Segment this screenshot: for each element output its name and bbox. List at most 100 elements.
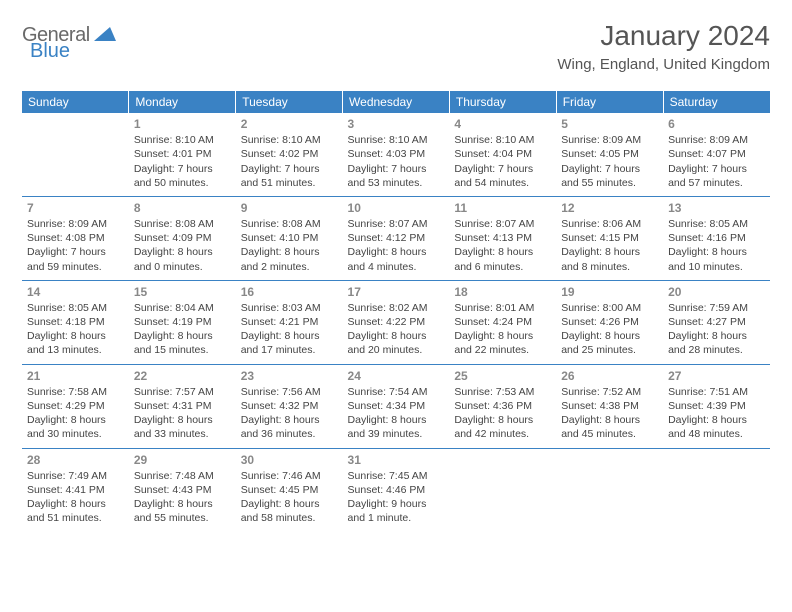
header: General January 2024 Wing, England, Unit…	[22, 20, 770, 73]
cell-text: and 36 minutes.	[241, 427, 338, 441]
cell-text: Daylight: 7 hours	[561, 162, 658, 176]
cell-text: and 53 minutes.	[348, 176, 445, 190]
cell-text: Daylight: 8 hours	[27, 329, 124, 343]
cell-text: Daylight: 8 hours	[241, 329, 338, 343]
calendar-cell: 25Sunrise: 7:53 AMSunset: 4:36 PMDayligh…	[449, 364, 556, 448]
calendar-cell: 2Sunrise: 8:10 AMSunset: 4:02 PMDaylight…	[236, 113, 343, 196]
day-number: 27	[668, 368, 765, 384]
cell-text: Sunset: 4:08 PM	[27, 231, 124, 245]
cell-text: Sunset: 4:16 PM	[668, 231, 765, 245]
day-number: 6	[668, 116, 765, 132]
calendar-week-row: 21Sunrise: 7:58 AMSunset: 4:29 PMDayligh…	[22, 364, 770, 448]
calendar-cell: 9Sunrise: 8:08 AMSunset: 4:10 PMDaylight…	[236, 196, 343, 280]
calendar-cell: 23Sunrise: 7:56 AMSunset: 4:32 PMDayligh…	[236, 364, 343, 448]
cell-text: and 45 minutes.	[561, 427, 658, 441]
cell-text: and 8 minutes.	[561, 260, 658, 274]
calendar-week-row: 1Sunrise: 8:10 AMSunset: 4:01 PMDaylight…	[22, 113, 770, 196]
location-text: Wing, England, United Kingdom	[557, 56, 770, 73]
day-number: 10	[348, 200, 445, 216]
cell-text: and 6 minutes.	[454, 260, 551, 274]
calendar-cell: 24Sunrise: 7:54 AMSunset: 4:34 PMDayligh…	[343, 364, 450, 448]
day-number: 4	[454, 116, 551, 132]
calendar-cell	[663, 448, 770, 531]
calendar-cell: 7Sunrise: 8:09 AMSunset: 4:08 PMDaylight…	[22, 196, 129, 280]
day-header: Friday	[556, 91, 663, 113]
cell-text: Sunrise: 7:48 AM	[134, 469, 231, 483]
cell-text: Sunrise: 7:49 AM	[27, 469, 124, 483]
cell-text: Daylight: 8 hours	[668, 413, 765, 427]
day-number: 12	[561, 200, 658, 216]
cell-text: Sunset: 4:05 PM	[561, 147, 658, 161]
cell-text: Sunset: 4:36 PM	[454, 399, 551, 413]
cell-text: and 42 minutes.	[454, 427, 551, 441]
cell-text: and 0 minutes.	[134, 260, 231, 274]
calendar-cell: 30Sunrise: 7:46 AMSunset: 4:45 PMDayligh…	[236, 448, 343, 531]
cell-text: and 30 minutes.	[27, 427, 124, 441]
cell-text: Daylight: 9 hours	[348, 497, 445, 511]
calendar-cell: 22Sunrise: 7:57 AMSunset: 4:31 PMDayligh…	[129, 364, 236, 448]
calendar-cell: 1Sunrise: 8:10 AMSunset: 4:01 PMDaylight…	[129, 113, 236, 196]
cell-text: Sunset: 4:39 PM	[668, 399, 765, 413]
cell-text: Sunrise: 7:45 AM	[348, 469, 445, 483]
calendar-cell: 3Sunrise: 8:10 AMSunset: 4:03 PMDaylight…	[343, 113, 450, 196]
day-number: 9	[241, 200, 338, 216]
calendar-cell: 14Sunrise: 8:05 AMSunset: 4:18 PMDayligh…	[22, 280, 129, 364]
cell-text: Sunrise: 7:57 AM	[134, 385, 231, 399]
cell-text: Sunrise: 8:10 AM	[348, 133, 445, 147]
day-number: 25	[454, 368, 551, 384]
cell-text: Daylight: 8 hours	[454, 413, 551, 427]
page-title: January 2024	[557, 20, 770, 52]
cell-text: Sunset: 4:10 PM	[241, 231, 338, 245]
cell-text: and 58 minutes.	[241, 511, 338, 525]
calendar-cell: 19Sunrise: 8:00 AMSunset: 4:26 PMDayligh…	[556, 280, 663, 364]
calendar-cell: 20Sunrise: 7:59 AMSunset: 4:27 PMDayligh…	[663, 280, 770, 364]
cell-text: and 20 minutes.	[348, 343, 445, 357]
cell-text: and 54 minutes.	[454, 176, 551, 190]
calendar-cell	[22, 113, 129, 196]
cell-text: Sunset: 4:19 PM	[134, 315, 231, 329]
cell-text: Sunset: 4:18 PM	[27, 315, 124, 329]
calendar-header-row: SundayMondayTuesdayWednesdayThursdayFrid…	[22, 91, 770, 113]
header-right: January 2024 Wing, England, United Kingd…	[557, 20, 770, 73]
cell-text: Sunset: 4:46 PM	[348, 483, 445, 497]
cell-text: Sunset: 4:26 PM	[561, 315, 658, 329]
day-header: Wednesday	[343, 91, 450, 113]
calendar-cell: 12Sunrise: 8:06 AMSunset: 4:15 PMDayligh…	[556, 196, 663, 280]
calendar-cell: 6Sunrise: 8:09 AMSunset: 4:07 PMDaylight…	[663, 113, 770, 196]
cell-text: Daylight: 8 hours	[27, 497, 124, 511]
calendar-cell: 10Sunrise: 8:07 AMSunset: 4:12 PMDayligh…	[343, 196, 450, 280]
cell-text: Sunrise: 8:04 AM	[134, 301, 231, 315]
cell-text: Daylight: 8 hours	[348, 245, 445, 259]
calendar-cell: 17Sunrise: 8:02 AMSunset: 4:22 PMDayligh…	[343, 280, 450, 364]
cell-text: and 55 minutes.	[134, 511, 231, 525]
cell-text: Sunrise: 8:01 AM	[454, 301, 551, 315]
day-number: 3	[348, 116, 445, 132]
cell-text: Daylight: 7 hours	[241, 162, 338, 176]
cell-text: Daylight: 8 hours	[561, 329, 658, 343]
cell-text: and 33 minutes.	[134, 427, 231, 441]
cell-text: Sunset: 4:13 PM	[454, 231, 551, 245]
day-header: Sunday	[22, 91, 129, 113]
cell-text: Sunrise: 8:09 AM	[561, 133, 658, 147]
cell-text: and 57 minutes.	[668, 176, 765, 190]
cell-text: Sunrise: 8:06 AM	[561, 217, 658, 231]
cell-text: Sunrise: 7:46 AM	[241, 469, 338, 483]
cell-text: Daylight: 7 hours	[348, 162, 445, 176]
cell-text: Daylight: 8 hours	[134, 329, 231, 343]
cell-text: and 13 minutes.	[27, 343, 124, 357]
cell-text: and 1 minute.	[348, 511, 445, 525]
calendar-cell: 13Sunrise: 8:05 AMSunset: 4:16 PMDayligh…	[663, 196, 770, 280]
cell-text: Sunrise: 8:10 AM	[241, 133, 338, 147]
cell-text: Sunset: 4:04 PM	[454, 147, 551, 161]
calendar-week-row: 14Sunrise: 8:05 AMSunset: 4:18 PMDayligh…	[22, 280, 770, 364]
cell-text: and 51 minutes.	[241, 176, 338, 190]
calendar-cell: 11Sunrise: 8:07 AMSunset: 4:13 PMDayligh…	[449, 196, 556, 280]
cell-text: and 55 minutes.	[561, 176, 658, 190]
calendar-cell: 26Sunrise: 7:52 AMSunset: 4:38 PMDayligh…	[556, 364, 663, 448]
cell-text: Daylight: 8 hours	[668, 245, 765, 259]
cell-text: Daylight: 8 hours	[134, 413, 231, 427]
day-number: 15	[134, 284, 231, 300]
day-number: 18	[454, 284, 551, 300]
day-number: 21	[27, 368, 124, 384]
cell-text: Sunrise: 8:09 AM	[27, 217, 124, 231]
